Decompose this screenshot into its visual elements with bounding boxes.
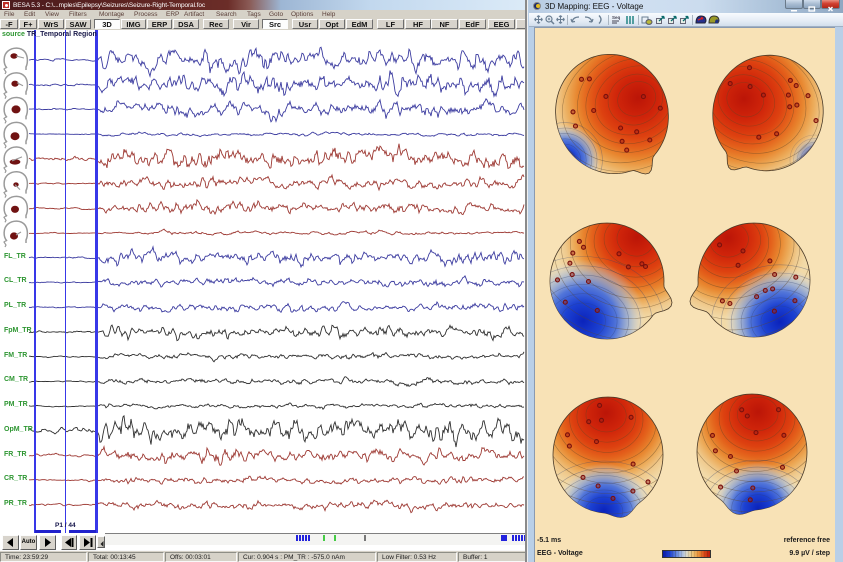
svg-text:Seq: Seq bbox=[612, 15, 621, 20]
